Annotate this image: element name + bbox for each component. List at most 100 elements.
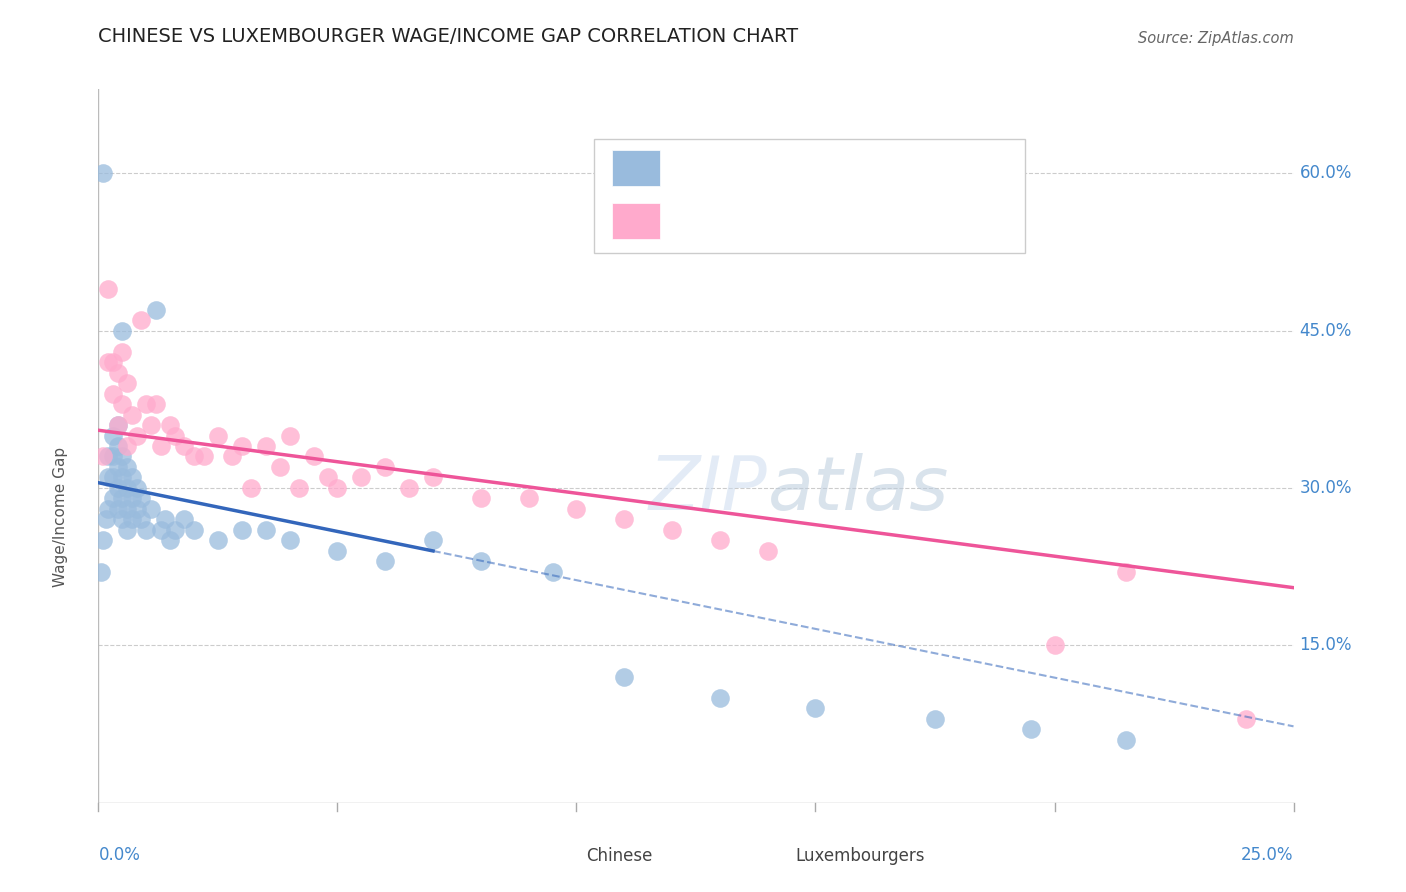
Point — [254, 523, 277, 537]
Point — [183, 523, 205, 537]
FancyBboxPatch shape — [541, 842, 579, 872]
Point — [91, 450, 114, 464]
Point — [139, 502, 162, 516]
Point — [101, 355, 124, 369]
Point — [115, 502, 138, 516]
Text: atlas: atlas — [768, 453, 949, 524]
Point — [804, 701, 827, 715]
FancyBboxPatch shape — [595, 139, 1025, 253]
FancyBboxPatch shape — [613, 203, 661, 239]
Point — [278, 428, 301, 442]
Point — [115, 481, 138, 495]
Point — [374, 554, 396, 568]
Text: 60.0%: 60.0% — [1299, 164, 1353, 182]
Point — [1019, 723, 1042, 737]
Point — [422, 470, 444, 484]
Point — [316, 470, 339, 484]
Point — [101, 450, 124, 464]
Text: 48: 48 — [868, 212, 887, 230]
Point — [121, 408, 143, 422]
Point — [1115, 732, 1137, 747]
Point — [1115, 565, 1137, 579]
Point — [517, 491, 540, 506]
Text: Luxembourgers: Luxembourgers — [796, 847, 925, 865]
Point — [254, 439, 277, 453]
Point — [173, 439, 195, 453]
Point — [131, 512, 153, 526]
Point — [107, 502, 129, 516]
Point — [374, 460, 396, 475]
Point — [221, 450, 243, 464]
Point — [613, 512, 636, 526]
Text: 25.0%: 25.0% — [1241, 846, 1294, 863]
Point — [193, 450, 215, 464]
Point — [125, 428, 148, 442]
Point — [173, 512, 195, 526]
Point — [107, 481, 129, 495]
Point — [288, 481, 311, 495]
Point — [125, 502, 148, 516]
Point — [101, 386, 124, 401]
Point — [107, 439, 129, 453]
Point — [470, 554, 492, 568]
Point — [326, 544, 349, 558]
Point — [97, 282, 120, 296]
Point — [91, 533, 114, 548]
Point — [924, 712, 946, 726]
FancyBboxPatch shape — [749, 842, 787, 872]
Point — [398, 481, 420, 495]
Point — [115, 439, 138, 453]
Point — [231, 439, 253, 453]
Point — [131, 491, 153, 506]
Text: ZIP: ZIP — [650, 453, 768, 524]
Point — [207, 428, 229, 442]
Point — [107, 417, 129, 432]
Point — [111, 344, 134, 359]
Point — [145, 397, 167, 411]
Point — [97, 450, 120, 464]
Point — [97, 470, 120, 484]
Text: CHINESE VS LUXEMBOURGER WAGE/INCOME GAP CORRELATION CHART: CHINESE VS LUXEMBOURGER WAGE/INCOME GAP … — [98, 28, 799, 46]
Point — [159, 417, 181, 432]
Point — [125, 481, 148, 495]
Point — [97, 502, 120, 516]
Point — [422, 533, 444, 548]
Point — [107, 366, 129, 380]
Point — [159, 533, 181, 548]
Point — [155, 512, 177, 526]
Text: R =: R = — [676, 159, 711, 177]
Point — [709, 690, 731, 705]
Point — [1043, 639, 1066, 653]
Text: 45.0%: 45.0% — [1299, 321, 1353, 340]
Text: 56: 56 — [868, 159, 887, 177]
Point — [269, 460, 291, 475]
Point — [756, 544, 779, 558]
Point — [121, 470, 143, 484]
Point — [111, 324, 134, 338]
Point — [541, 565, 564, 579]
Point — [97, 355, 120, 369]
Point — [115, 460, 138, 475]
Point — [111, 450, 134, 464]
Text: 0.0%: 0.0% — [98, 846, 141, 863]
Point — [139, 417, 162, 432]
Point — [149, 523, 172, 537]
Point — [240, 481, 263, 495]
Point — [121, 512, 143, 526]
Point — [121, 491, 143, 506]
Text: Source: ZipAtlas.com: Source: ZipAtlas.com — [1137, 31, 1294, 46]
Point — [163, 428, 186, 442]
Point — [613, 670, 636, 684]
Point — [470, 491, 492, 506]
Point — [565, 502, 588, 516]
Text: N =: N = — [824, 159, 860, 177]
Point — [111, 512, 134, 526]
Point — [131, 313, 153, 327]
Point — [661, 523, 683, 537]
Text: 30.0%: 30.0% — [1299, 479, 1353, 497]
Point — [326, 481, 349, 495]
Point — [101, 470, 124, 484]
Text: -0.367: -0.367 — [720, 212, 773, 230]
Point — [183, 450, 205, 464]
Point — [115, 523, 138, 537]
